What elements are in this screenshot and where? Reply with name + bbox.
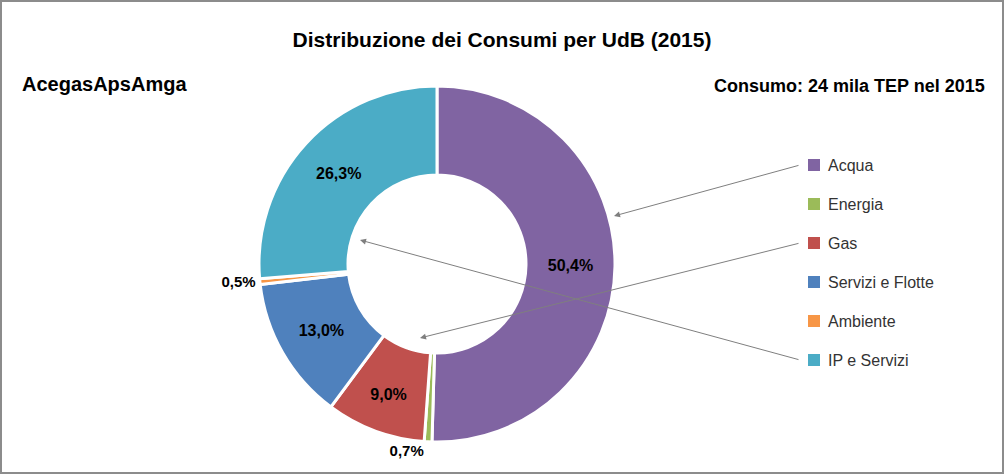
svg-text:26,3%: 26,3%: [316, 165, 361, 182]
svg-text:Ambiente: Ambiente: [828, 313, 896, 330]
svg-text:Energia: Energia: [828, 196, 883, 213]
svg-text:IP e Servizi: IP e Servizi: [828, 352, 909, 369]
svg-text:9,0%: 9,0%: [370, 386, 406, 403]
svg-text:13,0%: 13,0%: [299, 322, 344, 339]
svg-text:Distribuzione dei Consumi per: Distribuzione dei Consumi per UdB (2015): [293, 28, 712, 51]
svg-text:50,4%: 50,4%: [548, 257, 593, 274]
svg-text:Consumo: 24 mila TEP nel 2015: Consumo: 24 mila TEP nel 2015: [714, 76, 985, 96]
svg-text:0,7%: 0,7%: [390, 442, 424, 459]
svg-text:AcegasApsAmga: AcegasApsAmga: [22, 73, 187, 95]
svg-text:Gas: Gas: [828, 235, 857, 252]
svg-text:Acqua: Acqua: [828, 157, 873, 174]
svg-text:0,5%: 0,5%: [221, 273, 255, 290]
svg-text:Servizi e Flotte: Servizi e Flotte: [828, 274, 934, 291]
